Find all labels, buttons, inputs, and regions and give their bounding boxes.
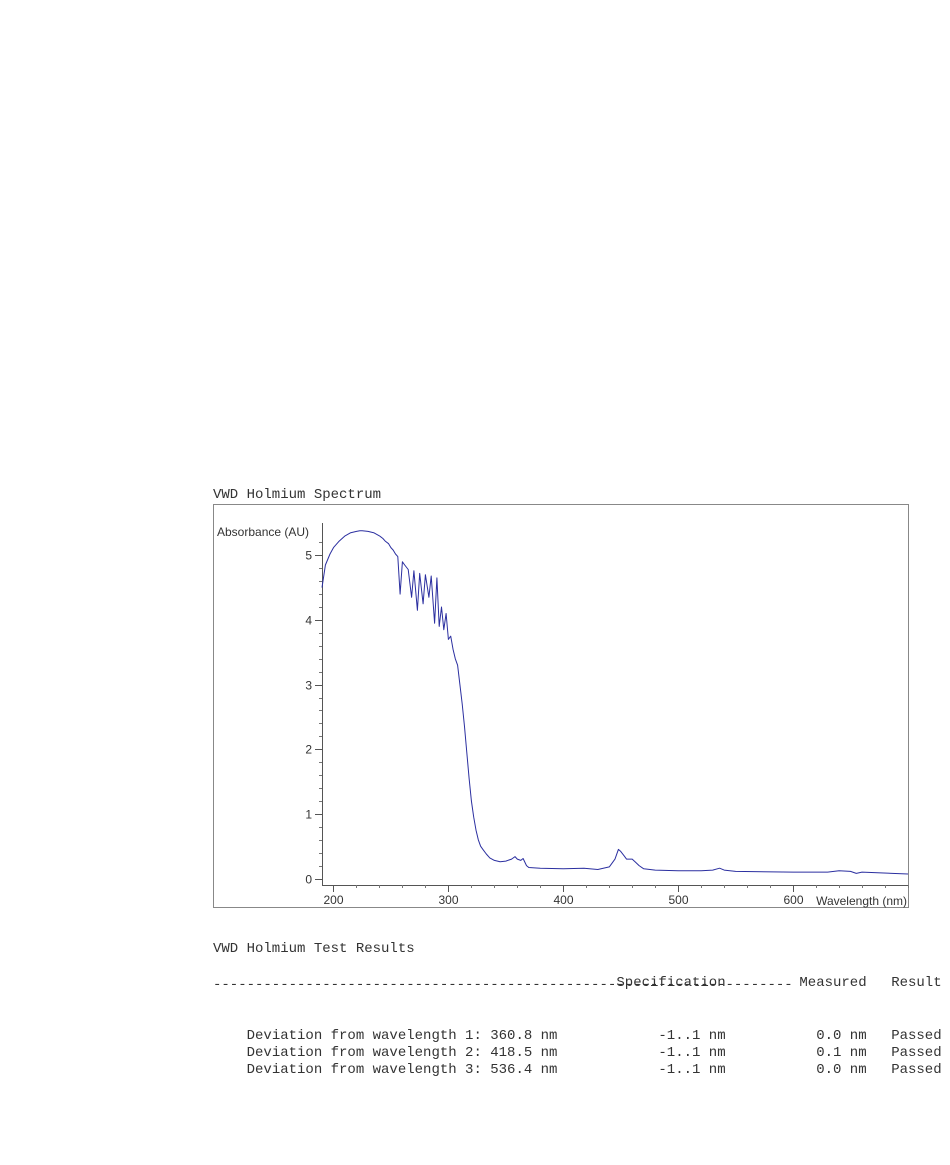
y-tick-label: 3 [305,679,312,693]
results-header: Specification Measured Result [213,958,941,991]
row-measured: 0.0 nm [816,1028,867,1044]
row-result: Passed [891,1062,942,1078]
chart-frame [213,504,909,908]
y-tick-label: 2 [305,743,312,757]
chart-title: VWD Holmium Spectrum [213,487,382,503]
row-label: Deviation from wavelength 1: 360.8 nm [246,1028,558,1044]
row-measured: 0.0 nm [816,1062,867,1078]
y-axis-label: Absorbance (AU) [217,525,309,539]
x-tick-label: 300 [438,893,458,907]
result-row: Deviation from wavelength 2: 418.5 nm -1.… [213,1028,942,1061]
x-axis-label: Wavelength (nm) [816,894,907,908]
row-spec: -1..1 nm [658,1028,726,1044]
x-tick-label: 600 [783,893,803,907]
header-result: Result [891,975,942,991]
row-spec: -1..1 nm [658,1045,726,1061]
row-result: Passed [891,1045,942,1061]
row-measured: 0.1 nm [816,1045,867,1061]
result-row: Deviation from wavelength 3: 536.4 nm -1.… [213,1045,942,1078]
result-row: Deviation from wavelength 1: 360.8 nm -1.… [213,1011,942,1044]
spectrum-line [321,530,909,875]
header-specification: Specification [616,975,726,991]
x-tick-label: 200 [323,893,343,907]
y-tick-label: 4 [305,614,312,628]
separator: ----------------------------------------… [213,977,793,993]
header-measured: Measured [799,975,867,991]
row-label: Deviation from wavelength 3: 536.4 nm [246,1062,558,1078]
axis-ticks: 0 1 2 3 4 5 200 300 400 500 600 [305,542,909,907]
y-tick-label: 1 [305,808,312,822]
results-title: VWD Holmium Test Results [213,941,415,957]
test-results: VWD Holmium Test Results Specification Me… [213,941,942,1078]
x-tick-label: 500 [668,893,688,907]
y-tick-label: 5 [305,549,312,563]
row-result: Passed [891,1028,942,1044]
x-tick-label: 400 [553,893,573,907]
y-tick-label: 0 [305,873,312,887]
row-label: Deviation from wavelength 2: 418.5 nm [246,1045,558,1061]
row-spec: -1..1 nm [658,1062,726,1078]
